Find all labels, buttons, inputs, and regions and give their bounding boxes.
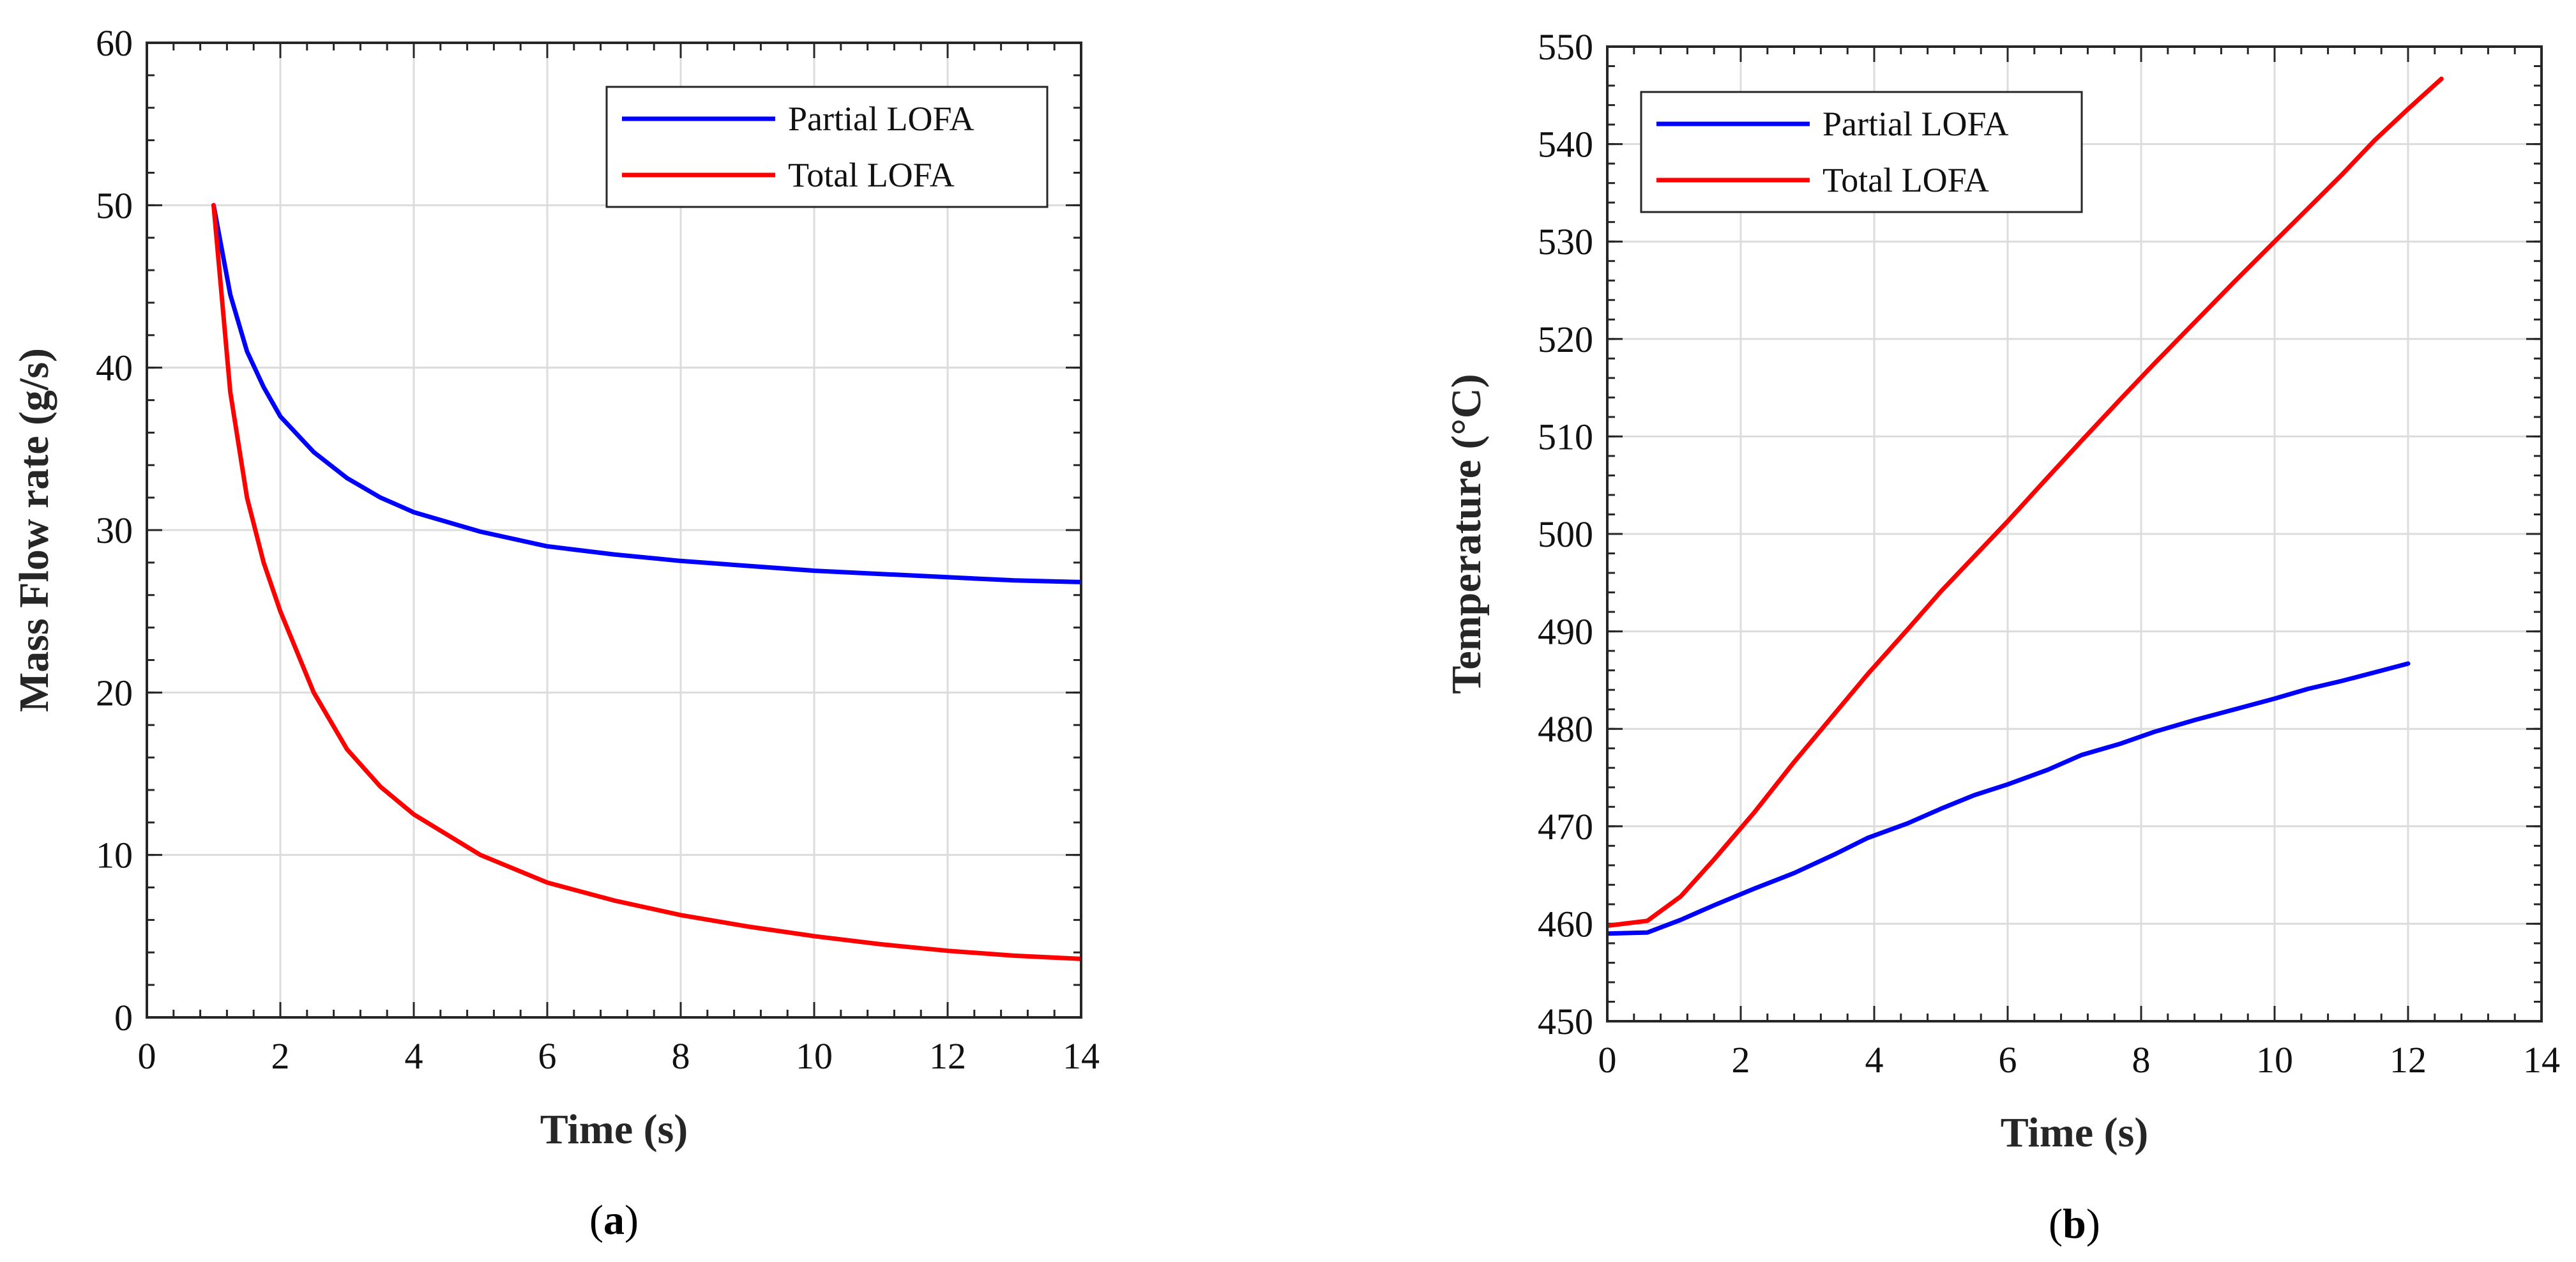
chart-a-y-tick-label-0: 0 <box>114 997 133 1038</box>
chart-b-panel-label: (b) <box>2049 1201 2100 1247</box>
chart-a-x-tick-label-0: 0 <box>138 1035 156 1077</box>
chart-b-y-tick-label-8: 530 <box>1538 221 1593 262</box>
chart-b-y-tick-label-9: 540 <box>1538 124 1593 165</box>
chart-b-axes-box <box>1606 45 2543 1023</box>
chart-b-y-axis-label: Temperature (°C) <box>1443 374 1490 694</box>
chart-a-x-tick-label-4: 8 <box>672 1035 690 1077</box>
chart-b-y-tick-label-7: 520 <box>1538 319 1593 360</box>
chart-b-x-tick-label-4: 8 <box>2132 1039 2151 1081</box>
chart-a-x-tick-label-7: 14 <box>1063 1035 1100 1077</box>
chart-b-y-tick-label-3: 480 <box>1538 708 1593 750</box>
chart-a-y-tick-label-5: 50 <box>96 185 133 226</box>
chart-b-x-tick-label-5: 10 <box>2256 1039 2293 1081</box>
chart-a-x-tick-label-3: 6 <box>538 1035 557 1077</box>
chart-b-y-tick-label-1: 460 <box>1538 903 1593 945</box>
chart-a-y-tick-label-6: 60 <box>96 22 133 64</box>
chart-b-x-tick-label-6: 12 <box>2390 1039 2427 1081</box>
chart-b-x-tick-label-3: 6 <box>1999 1039 2017 1081</box>
chart-a-series-line-partial-lofa <box>211 202 1081 584</box>
chart-a-x-tick-label-5: 10 <box>796 1035 833 1077</box>
chart-a-y-tick-label-4: 40 <box>96 347 133 389</box>
chart-a-x-tick-label-2: 4 <box>405 1035 423 1077</box>
chart-b-x-tick-label-7: 14 <box>2523 1039 2560 1081</box>
chart-b-series-line-total-lofa <box>1607 76 2444 928</box>
chart-a-series-line-total-lofa <box>211 202 1081 961</box>
chart-b-legend-label-1: Total LOFA <box>1822 161 1989 199</box>
chart-b-series-line-partial-lofa <box>1607 661 2411 936</box>
chart-a-y-tick-label-2: 20 <box>96 672 133 713</box>
chart-b-x-tick-label-2: 4 <box>1865 1039 1884 1081</box>
chart-a-axes-box <box>146 42 1082 1019</box>
chart-a-x-tick-label-6: 12 <box>929 1035 966 1077</box>
chart-b-y-tick-label-10: 550 <box>1538 26 1593 68</box>
chart-b-x-axis-label: Time (s) <box>2001 1109 2149 1156</box>
chart-a-x-tick-label-1: 2 <box>271 1035 290 1077</box>
chart-b-y-tick-label-5: 500 <box>1538 513 1593 555</box>
chart-temperature: 0 2 4 6 8 10 12 14 450 460 470 480 490 500 510 520 530 54… <box>1443 26 2560 1247</box>
chart-b-x-tick-label-0: 0 <box>1598 1039 1617 1081</box>
chart-a-x-axis-label: Time (s) <box>540 1106 688 1153</box>
chart-b-y-tick-label-4: 490 <box>1538 611 1593 653</box>
chart-b-legend-box <box>1640 91 2083 213</box>
chart-a-panel-label: (a) <box>589 1197 639 1243</box>
chart-a-legend-box <box>605 86 1049 208</box>
chart-a-y-tick-label-1: 10 <box>96 835 133 876</box>
chart-mass-flow-rate: 0 2 4 6 8 10 12 14 0 10 20 30 40 50 60 Time (s) Mass Flo… <box>11 22 1100 1243</box>
chart-b-x-tick-label-1: 2 <box>1732 1039 1750 1081</box>
chart-b-y-tick-label-6: 510 <box>1538 416 1593 457</box>
chart-b-y-tick-label-2: 470 <box>1538 806 1593 848</box>
chart-a-legend-label-0: Partial LOFA <box>788 100 974 138</box>
chart-a-legend-label-1: Total LOFA <box>788 156 955 194</box>
chart-b-y-tick-label-0: 450 <box>1538 1001 1593 1042</box>
chart-a-y-axis-label: Mass Flow rate (g/s) <box>11 348 57 712</box>
chart-b-legend-label-0: Partial LOFA <box>1822 105 2008 143</box>
chart-a-y-tick-label-3: 30 <box>96 510 133 551</box>
